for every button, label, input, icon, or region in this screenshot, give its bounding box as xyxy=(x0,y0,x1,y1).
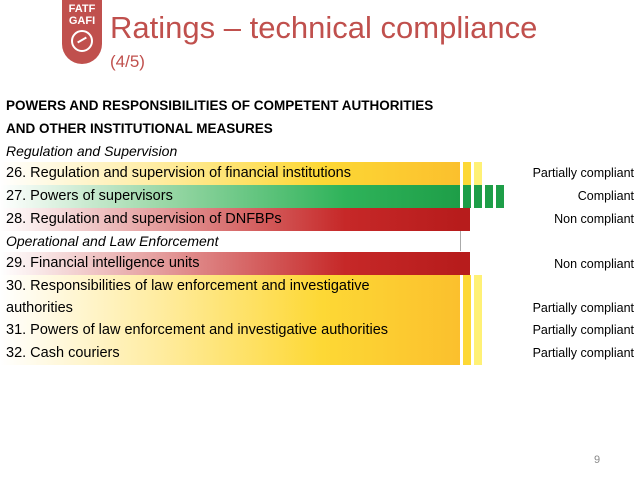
rating-bar xyxy=(0,342,460,365)
category-regulation-supervision: Regulation and Supervision xyxy=(6,143,178,159)
recommendation-label-line1: 30. Responsibilities of law enforcement … xyxy=(6,278,370,294)
rating-bar-segment xyxy=(460,208,470,231)
rating-bar-segment xyxy=(463,319,471,342)
recommendation-label: 29. Financial intelligence units xyxy=(6,255,200,271)
recommendation-label: 28. Regulation and supervision of DNFBPs xyxy=(6,211,282,227)
recommendation-label: 27. Powers of supervisors xyxy=(6,188,173,204)
rating-bar xyxy=(0,185,460,208)
section-heading-line2: AND OTHER INSTITUTIONAL MEASURES xyxy=(6,121,273,136)
section-heading-line1: POWERS AND RESPONSIBILITIES OF COMPETENT… xyxy=(6,98,434,113)
bar-divider xyxy=(460,231,461,251)
rating-bar-segment xyxy=(463,275,471,319)
rating-row-32: 32. Cash couriers Partially compliant xyxy=(0,342,638,365)
logo-line1: FATF xyxy=(68,3,96,15)
rating-bar xyxy=(0,319,460,342)
rating-bar-segment xyxy=(474,162,482,185)
recommendation-label: 32. Cash couriers xyxy=(6,345,120,361)
page-number: 9 xyxy=(594,454,601,466)
rating-value: Partially compliant xyxy=(532,346,634,360)
rating-bar xyxy=(0,208,460,231)
rating-bar xyxy=(0,252,460,275)
fatf-gafi-logo: FATF GAFI xyxy=(62,0,102,64)
rating-value: Partially compliant xyxy=(532,166,634,180)
rating-row-30: 30. Responsibilities of law enforcement … xyxy=(0,275,638,319)
category-operational-law-enforcement: Operational and Law Enforcement xyxy=(6,233,219,249)
rating-row-26: 26. Regulation and supervision of financ… xyxy=(0,162,638,185)
rating-row-27: 27. Powers of supervisors Compliant xyxy=(0,185,638,208)
rating-row-29: 29. Financial intelligence units Non com… xyxy=(0,252,638,275)
rating-value: Non compliant xyxy=(554,212,634,226)
rating-value: Partially compliant xyxy=(532,301,634,315)
rating-value: Non compliant xyxy=(554,257,634,271)
slide-subtitle: (4/5) xyxy=(110,52,145,71)
recommendation-label-line2: authorities xyxy=(6,300,73,316)
logo-line2: GAFI xyxy=(68,15,96,27)
rating-bar xyxy=(0,275,460,319)
globe-icon xyxy=(71,30,93,52)
rating-bar-segment xyxy=(474,342,482,365)
slide-title: Ratings – technical compliance xyxy=(110,10,538,45)
rating-bar-segment xyxy=(496,185,504,208)
rating-bar-segment xyxy=(474,185,482,208)
rating-bar-segment xyxy=(463,162,471,185)
rating-row-28: 28. Regulation and supervision of DNFBPs… xyxy=(0,208,638,231)
rating-value: Compliant xyxy=(577,189,634,203)
rating-bar-segment xyxy=(463,185,471,208)
recommendation-label: 31. Powers of law enforcement and invest… xyxy=(6,322,389,338)
recommendation-label: 26. Regulation and supervision of financ… xyxy=(6,165,351,181)
rating-value: Partially compliant xyxy=(532,323,634,337)
rating-row-31: 31. Powers of law enforcement and invest… xyxy=(0,319,638,342)
rating-bar xyxy=(0,162,460,185)
rating-bar-segment xyxy=(463,342,471,365)
rating-bar-segment xyxy=(460,252,470,275)
rating-bar-segment xyxy=(474,275,482,319)
rating-bar-segment xyxy=(485,185,493,208)
rating-bar-segment xyxy=(474,319,482,342)
